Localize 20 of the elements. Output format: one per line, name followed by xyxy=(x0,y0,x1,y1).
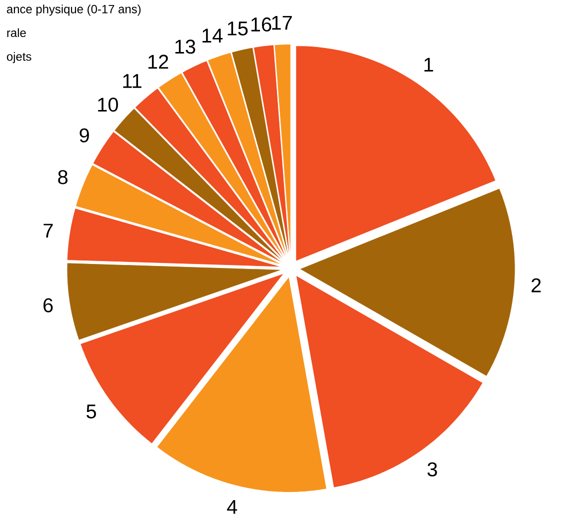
text: ance physique (0-17 ans) xyxy=(6,4,141,16)
text: ojets xyxy=(6,52,32,64)
slice-label: 4 xyxy=(227,500,238,514)
slice-label: 10 xyxy=(98,98,118,112)
slice-label: 17 xyxy=(272,16,292,30)
slice-label: 9 xyxy=(80,128,89,142)
slice-label: 1 xyxy=(424,58,434,72)
slice-label: 16 xyxy=(251,17,272,32)
slice-label: 15 xyxy=(228,22,248,36)
slice-label: 11 xyxy=(123,74,142,88)
slice-label: 8 xyxy=(58,170,68,184)
slice-label: 13 xyxy=(175,40,196,54)
slice-label: 14 xyxy=(202,28,223,42)
slice-label: 2 xyxy=(532,278,541,292)
slice-label: 6 xyxy=(44,298,53,312)
slice-label: 5 xyxy=(86,404,96,418)
text: rale xyxy=(7,28,26,38)
slice-label: 12 xyxy=(148,54,168,69)
slice-label: 7 xyxy=(44,224,53,238)
slice-label: 3 xyxy=(428,462,437,476)
